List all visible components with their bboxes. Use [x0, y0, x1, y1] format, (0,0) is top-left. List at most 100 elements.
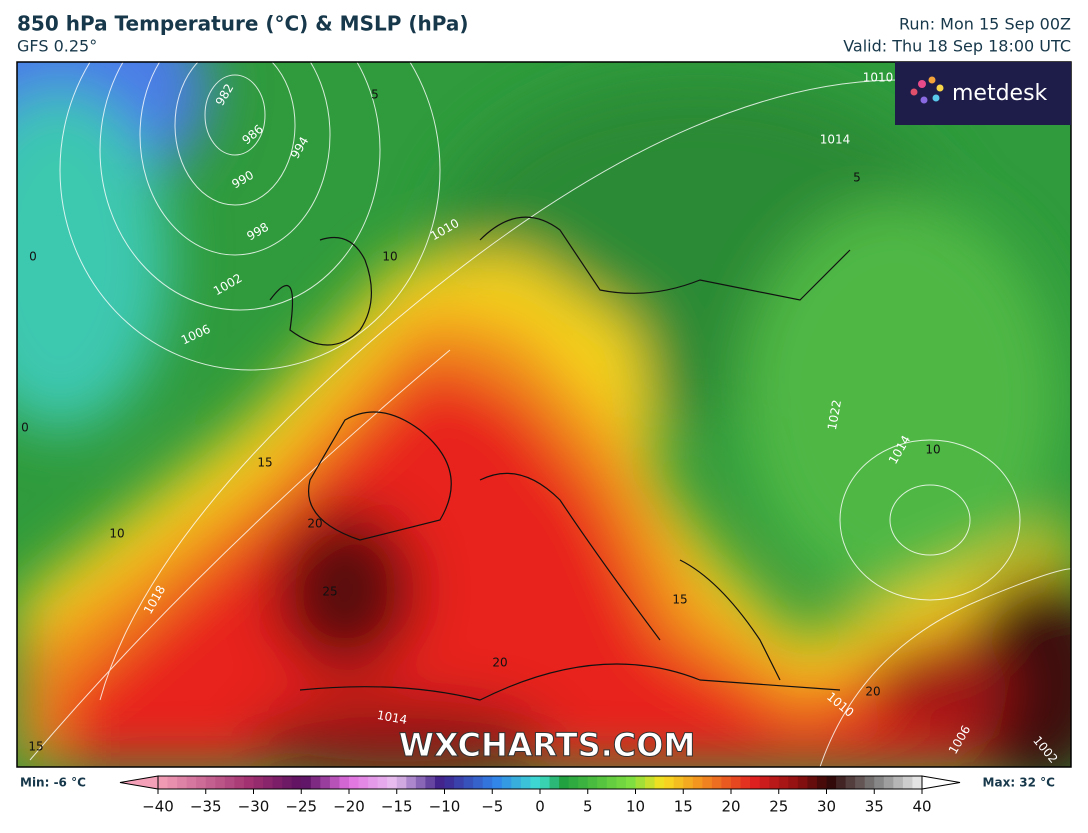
- colorbar-swatch: [434, 776, 445, 789]
- colorbar-swatch: [301, 776, 312, 789]
- colorbar-tick-label: −25: [285, 798, 317, 816]
- colorbar-swatch: [320, 776, 331, 789]
- colorbar-swatch: [845, 776, 856, 789]
- colorbar-swatch: [625, 776, 636, 789]
- isotherm-label: 20: [865, 685, 880, 699]
- colorbar-swatch: [406, 776, 417, 789]
- logo-text: metdesk: [952, 81, 1048, 106]
- colorbar-swatch: [692, 776, 703, 789]
- colorbar-swatch: [816, 776, 827, 789]
- colorbar-swatch: [339, 776, 350, 789]
- colorbar-swatch: [358, 776, 369, 789]
- colorbar-arrow-right: [921, 775, 961, 790]
- isotherm-label: 25: [322, 585, 337, 599]
- colorbar-swatch: [234, 776, 245, 789]
- colorbar-swatch: [253, 776, 264, 789]
- colorbar-tick-label: 5: [583, 798, 593, 816]
- colorbar-tick-label: −10: [429, 798, 461, 816]
- colorbar-swatch: [635, 776, 646, 789]
- colorbar-swatch: [912, 776, 923, 789]
- colorbar-swatch: [511, 776, 522, 789]
- colorbar-swatch: [559, 776, 570, 789]
- isotherm-label: 15: [672, 593, 687, 607]
- colorbar-tick-label: 10: [626, 798, 645, 816]
- colorbar-tick-label: 35: [865, 798, 884, 816]
- colorbar-swatch: [826, 776, 837, 789]
- colorbar-swatch: [415, 776, 426, 789]
- isotherm-label: 5: [371, 88, 379, 102]
- title: 850 hPa Temperature (°C) & MSLP (hPa): [17, 12, 468, 36]
- colorbar-tick-label: 20: [721, 798, 740, 816]
- watermark: WXCHARTS.COM: [399, 726, 696, 764]
- colorbar-arrow-left: [119, 775, 159, 790]
- colorbar-swatch: [310, 776, 321, 789]
- colorbar-swatch: [387, 776, 398, 789]
- colorbar-swatch: [530, 776, 541, 789]
- colorbar-swatch: [807, 776, 818, 789]
- colorbar-swatch: [377, 776, 388, 789]
- run-time: Run: Mon 15 Sep 00Z: [899, 15, 1071, 34]
- colorbar-tick-label: −15: [381, 798, 413, 816]
- colorbar-swatch: [797, 776, 808, 789]
- colorbar-swatch: [282, 776, 293, 789]
- isobar-label: 1014: [820, 133, 851, 147]
- colorbar-swatch: [243, 776, 254, 789]
- colorbar-swatch: [177, 776, 188, 789]
- colorbar-swatch: [463, 776, 474, 789]
- colorbar-swatch: [769, 776, 780, 789]
- colorbar-swatch: [664, 776, 675, 789]
- isotherm-label: 10: [109, 527, 124, 541]
- colorbar-swatch: [788, 776, 799, 789]
- colorbar-swatch: [540, 776, 551, 789]
- isotherm-label: 0: [21, 421, 29, 435]
- isotherm-label: 15: [257, 456, 272, 470]
- isotherm-label: 0: [29, 250, 37, 264]
- colorbar-tick-label: −35: [190, 798, 222, 816]
- isotherm-label: 20: [307, 517, 322, 531]
- colorbar-swatch: [654, 776, 665, 789]
- colorbar-swatch: [368, 776, 379, 789]
- colorbar-swatch: [167, 776, 178, 789]
- colorbar-swatch: [673, 776, 684, 789]
- isotherm-label: 10: [925, 443, 940, 457]
- colorbar-swatch: [883, 776, 894, 789]
- colorbar-tick-label: 15: [674, 798, 693, 816]
- colorbar-swatch: [740, 776, 751, 789]
- colorbar-swatch: [329, 776, 340, 789]
- colorbar-swatch: [482, 776, 493, 789]
- colorbar-tick-label: −20: [333, 798, 365, 816]
- colorbar-swatch: [196, 776, 207, 789]
- colorbar-tick-label: 40: [912, 798, 931, 816]
- isotherm-label: 5: [853, 171, 861, 185]
- colorbar-tick-label: −30: [238, 798, 270, 816]
- colorbar-swatch: [597, 776, 608, 789]
- colorbar-swatch: [263, 776, 274, 789]
- colorbar-swatch: [731, 776, 742, 789]
- colorbar-swatch: [711, 776, 722, 789]
- colorbar-swatch: [902, 776, 913, 789]
- colorbar-swatch: [578, 776, 589, 789]
- colorbar-swatch: [454, 776, 465, 789]
- colorbar-tick-label: 30: [817, 798, 836, 816]
- colorbar-swatch: [893, 776, 904, 789]
- colorbar-swatch: [473, 776, 484, 789]
- colorbar-swatch: [616, 776, 627, 789]
- colorbar-swatch: [205, 776, 216, 789]
- colorbar-tick-label: −5: [481, 798, 503, 816]
- isobar-label: 1014: [376, 708, 409, 727]
- colorbar-swatch: [778, 776, 789, 789]
- isobar-label: 1010: [863, 71, 894, 85]
- colorbar-swatch: [215, 776, 226, 789]
- colorbar-tick-label: 25: [769, 798, 788, 816]
- max-label: Max: 32 °C: [983, 776, 1056, 790]
- colorbar-swatch: [874, 776, 885, 789]
- colorbar-swatch: [444, 776, 455, 789]
- colorbar-swatch: [836, 776, 847, 789]
- colorbar-swatch: [683, 776, 694, 789]
- isotherm-label: 15: [28, 740, 43, 754]
- colorbar-swatch: [864, 776, 875, 789]
- logo-box: [895, 62, 1071, 125]
- colorbar-swatch: [855, 776, 866, 789]
- colorbar-swatch: [702, 776, 713, 789]
